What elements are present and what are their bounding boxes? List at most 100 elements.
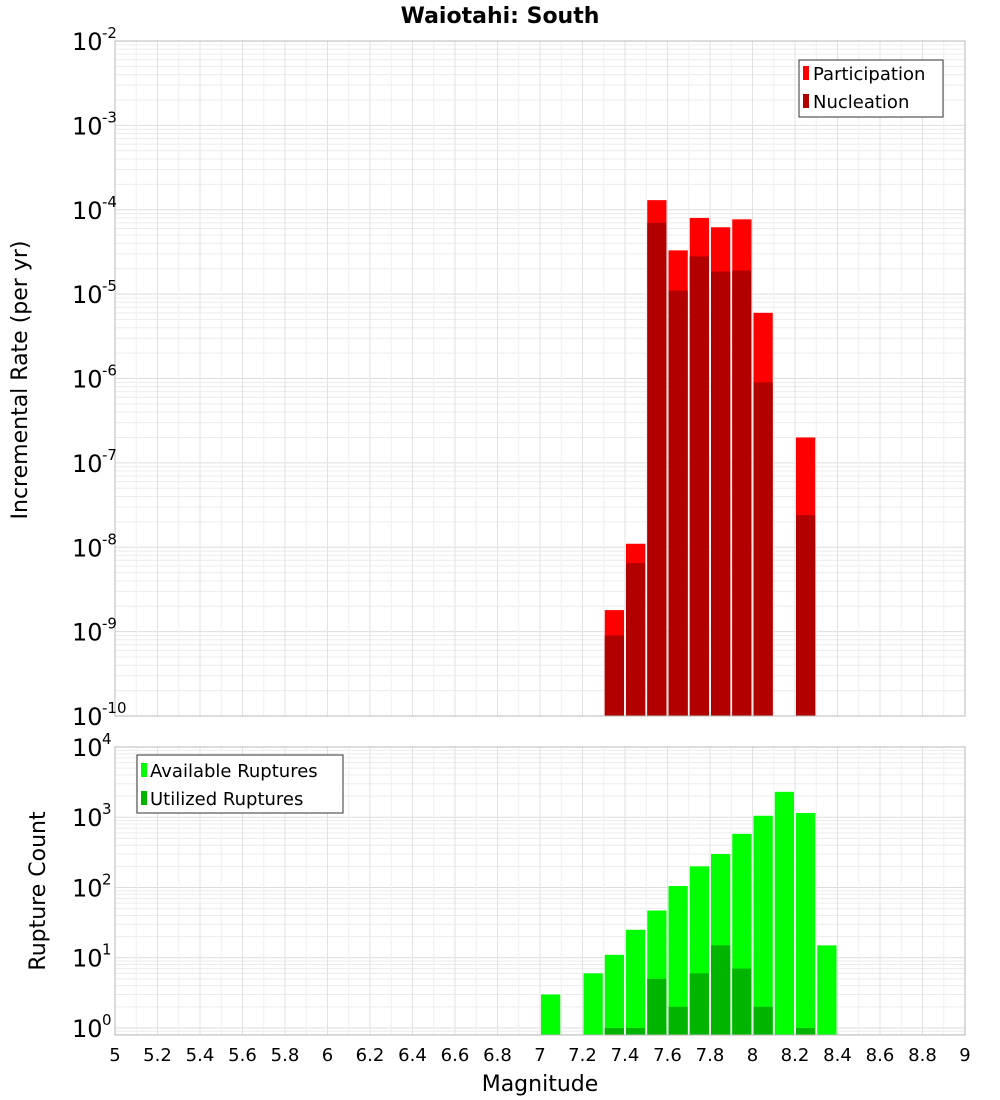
x-tick-label: 7.8 xyxy=(696,1045,725,1066)
svg-text:10: 10 xyxy=(72,366,103,394)
count-bar-b-6 xyxy=(732,968,752,1035)
svg-text:-7: -7 xyxy=(102,446,117,464)
count-y-axis-label: Rupture Count xyxy=(26,811,51,971)
rate-bar-b-3 xyxy=(668,290,688,716)
svg-text:10: 10 xyxy=(72,197,103,225)
rate-legend: Participation Nucleation xyxy=(798,59,944,118)
count-bar-b-2 xyxy=(647,978,667,1035)
chart-title: Waiotahi: South xyxy=(401,4,600,29)
x-tick-label: 8 xyxy=(747,1045,758,1066)
legend-label-nucleation: Nucleation xyxy=(813,92,909,113)
svg-text:10: 10 xyxy=(72,734,103,762)
legend-label-participation: Participation xyxy=(813,64,925,85)
rate-y-tick-label: 10 -10 xyxy=(72,699,127,731)
count-bar-a-12 xyxy=(817,945,837,1035)
count-bar-b-0 xyxy=(604,1027,624,1035)
rate-bar-b-5 xyxy=(711,271,731,716)
x-tick-label: 6.2 xyxy=(356,1045,385,1066)
x-tick-label: 6.6 xyxy=(441,1045,470,1066)
x-tick-label: 7.2 xyxy=(568,1045,597,1066)
rate-y-tick-label: 10 -9 xyxy=(72,615,117,647)
x-tick-label: 6 xyxy=(322,1045,333,1066)
svg-text:0: 0 xyxy=(102,1011,112,1029)
x-tick-label: 8.6 xyxy=(866,1045,895,1066)
svg-text:-8: -8 xyxy=(102,530,117,548)
count-bar-b-1 xyxy=(626,1027,646,1035)
count-bar-a-11 xyxy=(796,812,816,1035)
rate-bar-b-4 xyxy=(689,256,709,716)
x-tick-label: 7 xyxy=(534,1045,545,1066)
legend-swatch-nucleation xyxy=(803,94,809,108)
count-bar-b-8 xyxy=(796,1027,816,1035)
x-tick-label: 6.8 xyxy=(483,1045,512,1066)
x-tick-label: 9 xyxy=(959,1045,970,1066)
svg-text:-6: -6 xyxy=(102,362,117,380)
rate-plot-frame xyxy=(114,40,966,717)
count-bars xyxy=(541,791,837,1035)
count-legend: Available Ruptures Utilized Ruptures xyxy=(136,754,344,814)
count-bar-a-2 xyxy=(604,954,624,1035)
count-y-tick-label: 10 3 xyxy=(72,800,112,832)
rate-bar-b-7 xyxy=(753,382,773,716)
count-bar-a-10 xyxy=(774,791,794,1035)
count-y-tick-label: 10 1 xyxy=(72,941,112,973)
count-bar-a-3 xyxy=(626,929,646,1035)
svg-text:10: 10 xyxy=(72,619,103,647)
rate-y-tick-label: 10 -3 xyxy=(72,108,117,140)
count-bar-a-5 xyxy=(668,885,688,1035)
rate-y-tick-label: 10 -6 xyxy=(72,362,117,394)
svg-text:-3: -3 xyxy=(102,108,117,126)
svg-text:10: 10 xyxy=(72,28,103,56)
count-bar-b-7 xyxy=(753,1006,773,1035)
count-bar-a-0 xyxy=(541,994,561,1035)
rate-grid xyxy=(114,41,966,717)
rate-y-tick-label: 10 -2 xyxy=(72,24,117,56)
count-bar-a-9 xyxy=(753,815,773,1035)
svg-text:3: 3 xyxy=(102,800,112,818)
rate-bar-b-0 xyxy=(604,635,624,716)
svg-text:-2: -2 xyxy=(102,24,117,42)
rate-bar-b-2 xyxy=(647,222,667,716)
x-tick-label: 7.6 xyxy=(653,1045,682,1066)
rate-y-tick-label: 10 -4 xyxy=(72,193,117,225)
rate-y-tick-label: 10 -5 xyxy=(72,277,117,309)
svg-text:10: 10 xyxy=(72,534,103,562)
x-tick-label: 5.6 xyxy=(228,1045,257,1066)
count-bar-b-3 xyxy=(668,1006,688,1035)
x-tick-label: 5.4 xyxy=(186,1045,215,1066)
x-axis-label: Magnitude xyxy=(482,1072,599,1097)
x-tick-label: 8.2 xyxy=(781,1045,810,1066)
legend-label-available: Available Ruptures xyxy=(150,761,318,782)
x-tick-label: 7.4 xyxy=(611,1045,640,1066)
svg-text:-9: -9 xyxy=(102,615,117,633)
rate-bars xyxy=(604,200,816,717)
svg-text:-10: -10 xyxy=(102,699,127,717)
x-tick-label: 8.4 xyxy=(823,1045,852,1066)
svg-text:-4: -4 xyxy=(102,193,117,211)
rate-y-tick-label: 10 -8 xyxy=(72,530,117,562)
svg-text:10: 10 xyxy=(72,703,103,731)
svg-text:10: 10 xyxy=(72,1015,103,1043)
legend-swatch-available xyxy=(141,763,147,777)
svg-text:10: 10 xyxy=(72,112,103,140)
count-y-tick-label: 10 4 xyxy=(72,730,112,762)
x-ticks: 5 5.2 5.4 5.6 5.8 6 6.2 6.4 6.6 6.8 7 7.2 7.4 7.6 7.8 8… xyxy=(109,1045,970,1066)
x-tick-label: 8.8 xyxy=(908,1045,937,1066)
x-tick-label: 5 xyxy=(109,1045,120,1066)
svg-text:10: 10 xyxy=(72,874,103,902)
rate-y-tick-label: 10 -7 xyxy=(72,446,117,478)
count-y-tick-label: 10 2 xyxy=(72,870,112,902)
svg-text:10: 10 xyxy=(72,945,103,973)
legend-swatch-participation xyxy=(803,66,809,80)
legend-swatch-utilized xyxy=(141,791,147,805)
x-tick-label: 5.2 xyxy=(143,1045,172,1066)
count-bar-b-4 xyxy=(689,973,709,1035)
rate-bar-b-1 xyxy=(626,563,646,716)
svg-text:4: 4 xyxy=(102,730,112,748)
count-y-tick-label: 10 0 xyxy=(72,1011,112,1043)
svg-text:10: 10 xyxy=(72,281,103,309)
rate-bar-b-6 xyxy=(732,270,752,716)
